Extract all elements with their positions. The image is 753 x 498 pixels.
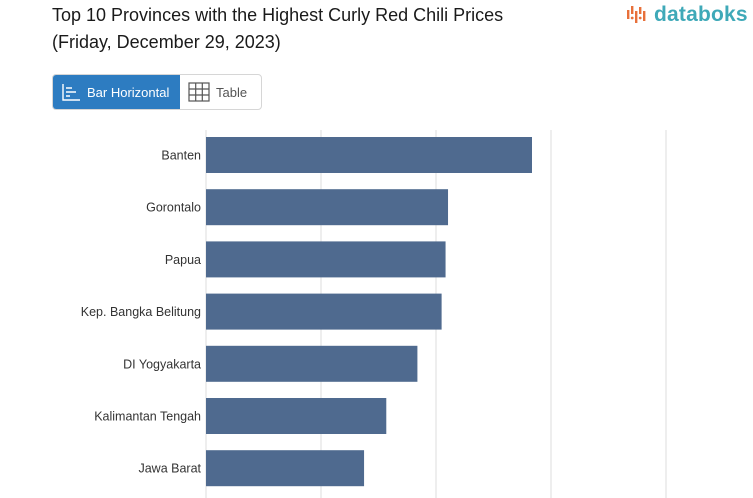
table-grid-icon	[188, 82, 210, 102]
category-label: Papua	[165, 253, 201, 267]
tab-table[interactable]: Table	[180, 75, 255, 109]
bar-jawa-barat[interactable]	[206, 450, 365, 487]
bar-papua[interactable]	[206, 241, 446, 278]
bar-di-yogyakarta[interactable]	[206, 345, 418, 382]
bar-kep-bangka-belitung[interactable]	[206, 293, 442, 330]
category-label: Kalimantan Tengah	[94, 410, 201, 424]
category-label: Gorontalo	[146, 201, 201, 215]
view-tabs: Bar Horizontal Table	[52, 74, 262, 110]
bar-gorontalo[interactable]	[206, 189, 449, 226]
title-line-2: (Friday, December 29, 2023)	[52, 32, 281, 52]
logo-text: databoks	[654, 3, 748, 26]
brand-logo[interactable]: databoks	[626, 3, 748, 27]
bar-chart-icon	[62, 84, 80, 101]
category-label: DI Yogyakarta	[123, 357, 201, 371]
category-label: Banten	[161, 149, 201, 163]
category-label: Jawa Barat	[138, 462, 201, 476]
title-line-1: Top 10 Provinces with the Highest Curly …	[52, 5, 504, 25]
databoks-logo-icon	[627, 6, 646, 23]
tab-bar-horizontal[interactable]: Bar Horizontal	[53, 75, 180, 109]
category-label: Kep. Bangka Belitung	[81, 305, 201, 319]
bar-kalimantan-tengah[interactable]	[206, 398, 387, 434]
bar-banten[interactable]	[206, 137, 532, 173]
tab-table-label: Table	[216, 84, 248, 100]
tab-bar-label: Bar Horizontal	[87, 84, 170, 100]
chart-title: Top 10 Provinces with the Highest Curly …	[52, 2, 503, 56]
